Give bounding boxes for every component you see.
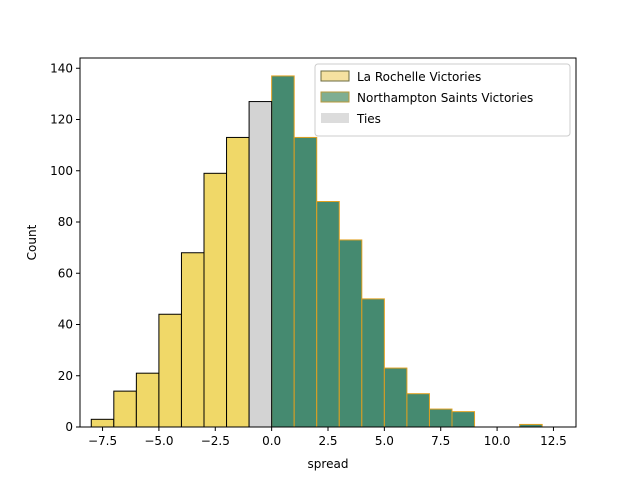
bar-series1-bin4 xyxy=(361,298,385,428)
legend-label: Northampton Saints Victories xyxy=(357,91,533,105)
legend-label: Ties xyxy=(356,112,381,126)
bar-series0-bin3 xyxy=(158,313,182,428)
x-tick-label: 0.0 xyxy=(262,434,281,448)
x-tick-label: −5.0 xyxy=(144,434,173,448)
bar-series0-bin2 xyxy=(135,372,160,428)
y-tick-label: 120 xyxy=(50,113,73,127)
bar-series0-bin0 xyxy=(90,418,115,428)
bar-series2-bin0 xyxy=(248,101,273,428)
y-tick-label: 40 xyxy=(58,318,73,332)
bar-series1-bin1 xyxy=(293,136,318,428)
legend-swatch xyxy=(321,113,349,123)
y-tick-label: 100 xyxy=(50,164,73,178)
bar-series1-bin6 xyxy=(406,393,430,428)
y-tick-label: 80 xyxy=(58,215,73,229)
y-tick-label: 60 xyxy=(58,266,73,280)
x-tick-label: −7.5 xyxy=(88,434,117,448)
bar-series1-bin2 xyxy=(316,201,340,428)
bar-series1-bin5 xyxy=(383,367,408,428)
y-tick-label: 140 xyxy=(50,61,73,75)
bar-series1-bin3 xyxy=(338,239,363,428)
bars-layer xyxy=(90,75,543,428)
x-tick-label: 7.5 xyxy=(431,434,450,448)
legend-label: La Rochelle Victories xyxy=(357,70,481,84)
x-tick-label: 5.0 xyxy=(375,434,394,448)
x-tick-label: 10.0 xyxy=(484,434,511,448)
bar-series1-bin8 xyxy=(451,411,476,428)
bar-series0-bin4 xyxy=(180,252,205,428)
bar-series0-bin6 xyxy=(226,136,250,428)
y-tick-label: 20 xyxy=(58,369,73,383)
x-tick-label: 2.5 xyxy=(318,434,337,448)
y-axis-ticks: 0 20 40 60 80 100 120 140 xyxy=(50,61,80,434)
x-axis-label: spread xyxy=(308,457,349,471)
x-tick-label: 12.5 xyxy=(540,434,567,448)
bar-series0-bin1 xyxy=(113,390,137,428)
bar-series0-bin5 xyxy=(203,172,228,428)
legend-swatch xyxy=(320,70,350,82)
legend-swatch xyxy=(320,91,350,103)
legend: La Rochelle Victories Northampton Saints … xyxy=(314,63,571,137)
y-tick-label: 0 xyxy=(65,420,73,434)
bar-series1-bin0 xyxy=(271,75,295,428)
y-axis-label: Count xyxy=(25,224,39,260)
x-axis-ticks: −7.5 −5.0 −2.5 0.0 2.5 5.0 7.5 10.0 12.5 xyxy=(88,427,567,448)
legend-box xyxy=(314,63,571,137)
x-tick-label: −2.5 xyxy=(201,434,230,448)
bar-series1-bin7 xyxy=(428,408,453,428)
